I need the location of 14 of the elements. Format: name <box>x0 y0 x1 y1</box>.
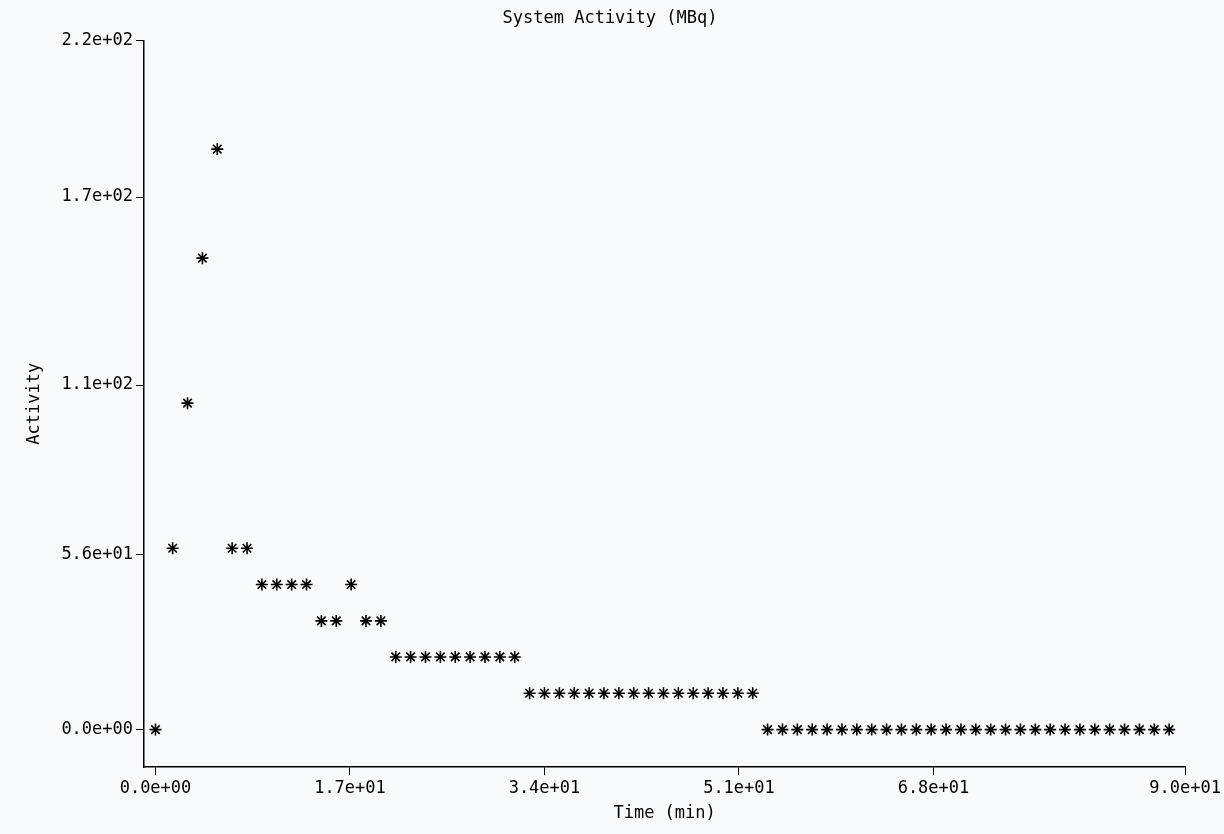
x-tick-label: 3.4e+01 <box>508 776 581 797</box>
y-tick-label: 2.2e+02 <box>61 28 134 49</box>
y-tick-label: 5.6e+01 <box>61 542 134 563</box>
y-axis-title: Activity <box>22 362 43 445</box>
x-axis-title: Time (min) <box>613 802 716 823</box>
x-tick-label: 5.1e+01 <box>703 776 775 797</box>
chart-title: System Activity (MBq) <box>502 6 718 27</box>
x-tick-label: 0.0e+00 <box>119 776 192 797</box>
x-tick-label: 6.8e+01 <box>897 776 970 797</box>
y-tick-label: 0.0e+00 <box>61 718 134 739</box>
y-tick-label: 1.1e+02 <box>61 373 134 394</box>
x-tick-label: 9.0e+01 <box>1149 776 1222 797</box>
x-tick-label: 1.7e+01 <box>314 776 386 797</box>
y-tick-label: 1.7e+02 <box>61 185 134 206</box>
